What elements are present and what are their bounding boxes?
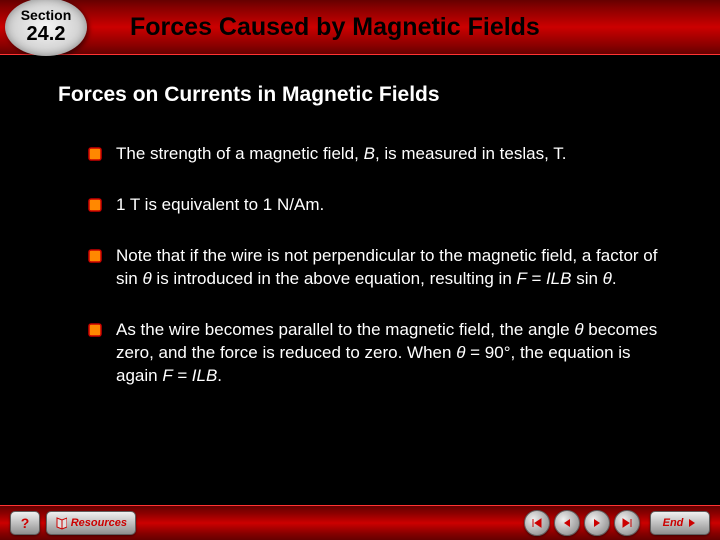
help-button[interactable]: ?	[10, 511, 40, 535]
next-button[interactable]	[584, 510, 610, 536]
bullet-text: 1 T is equivalent to 1 N/Am.	[116, 194, 324, 217]
bullet-text: The strength of a magnetic field, B, is …	[116, 143, 566, 166]
bullet-text: Note that if the wire is not perpendicul…	[116, 245, 660, 291]
next-icon	[591, 517, 603, 529]
list-item: 1 T is equivalent to 1 N/Am.	[88, 194, 660, 217]
section-badge: Section 24.2	[5, 0, 87, 56]
list-item: The strength of a magnetic field, B, is …	[88, 143, 660, 166]
resources-label: Resources	[71, 517, 127, 529]
first-icon	[531, 517, 543, 529]
prev-button[interactable]	[554, 510, 580, 536]
end-icon	[687, 518, 697, 528]
bullet-icon	[88, 198, 102, 217]
bullet-icon	[88, 323, 102, 342]
section-number: 24.2	[27, 22, 66, 46]
content-area: Forces on Currents in Magnetic Fields Th…	[0, 55, 720, 388]
header-bar: Section 24.2 Forces Caused by Magnetic F…	[0, 0, 720, 55]
bullet-icon	[88, 249, 102, 268]
last-icon	[621, 517, 633, 529]
page-title: Forces Caused by Magnetic Fields	[130, 13, 540, 42]
last-button[interactable]	[614, 510, 640, 536]
footer-bar: ? Resources End	[0, 505, 720, 540]
list-item: Note that if the wire is not perpendicul…	[88, 245, 660, 291]
end-button[interactable]: End	[650, 511, 710, 535]
bullet-icon	[88, 147, 102, 166]
list-item: As the wire becomes parallel to the magn…	[88, 319, 660, 388]
section-label: Section	[21, 8, 72, 22]
resources-button[interactable]: Resources	[46, 511, 136, 535]
end-label: End	[663, 517, 684, 529]
prev-icon	[561, 517, 573, 529]
subtitle: Forces on Currents in Magnetic Fields	[58, 83, 680, 107]
book-icon	[55, 516, 67, 530]
first-button[interactable]	[524, 510, 550, 536]
help-icon: ?	[21, 515, 30, 531]
bullet-text: As the wire becomes parallel to the magn…	[116, 319, 660, 388]
